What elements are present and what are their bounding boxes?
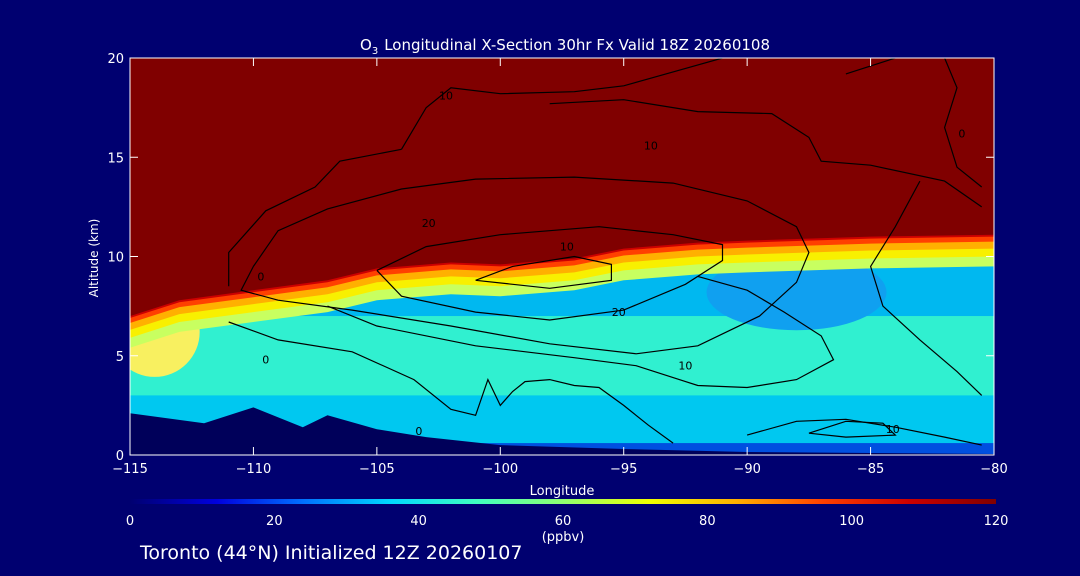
contour-label-5: 10 [678, 360, 692, 373]
colorbar-tick-label-3: 60 [555, 514, 572, 529]
title-species: O [360, 36, 372, 54]
y-axis-label: Altitude (km) [87, 219, 101, 298]
x-tick-label-4: −95 [610, 462, 637, 477]
colorbar-tick-label-4: 80 [699, 514, 716, 529]
y-axis: 0 5 10 15 20 [107, 52, 994, 464]
colorbar-tick-label-1: 20 [266, 514, 283, 529]
contour-label-8: 10 [886, 423, 900, 436]
contour-10-6 [327, 275, 835, 389]
contour-20-4 [475, 255, 612, 289]
contour-label-6: 0 [262, 354, 269, 367]
contour-label-10: 0 [257, 270, 264, 283]
footer-caption: Toronto (44°N) Initialized 12Z 20260107 [140, 542, 523, 564]
y-tick-label-0: 0 [116, 449, 124, 464]
contour-10-0 [400, 58, 723, 150]
contour-10-8 [746, 418, 982, 446]
contour-label-9: 0 [958, 127, 965, 140]
colorbar-tick-label-5: 100 [839, 514, 864, 529]
contour-label-2: 20 [422, 217, 436, 230]
plot-content: 10 10 20 10 20 10 0 0 10 0 0 [130, 58, 994, 455]
contour-0-7 [228, 321, 674, 444]
x-axis: −115 −110 −105 −100 −95 −90 −85 −80 [112, 58, 1008, 477]
title-text: Longitudinal X-Section 30hr Fx Valid 18Z… [384, 36, 770, 54]
contour-20-3 [376, 226, 724, 321]
contour-labels: 10 10 20 10 20 10 0 0 10 0 0 [257, 90, 965, 438]
contour-0-12 [869, 180, 983, 396]
contour-label-3: 10 [560, 241, 574, 254]
y-tick-label-2: 10 [107, 251, 124, 266]
contour-lines [228, 58, 983, 446]
contour-label-7: 0 [415, 425, 422, 438]
low-ozone-pocket [706, 254, 887, 331]
colorbar-tick-label-2: 40 [410, 514, 427, 529]
x-tick-label-5: −90 [733, 462, 760, 477]
x-tick-label-2: −105 [359, 462, 395, 477]
x-tick-label-3: −100 [482, 462, 518, 477]
contour-20-2 [240, 176, 810, 355]
y-tick-label-3: 15 [107, 151, 124, 166]
contour-label-0: 10 [439, 90, 453, 103]
y-tick-label-1: 5 [116, 350, 124, 365]
x-axis-label: Longitude [530, 484, 595, 499]
colorbar-ticks: 0 20 40 60 80 100 120 [126, 514, 1009, 529]
colorbar-tick-label-6: 120 [984, 514, 1009, 529]
terrain-mask [130, 407, 994, 455]
contour-10-1 [549, 99, 983, 208]
contour-label-1: 10 [644, 139, 658, 152]
chart-title: O3 Longitudinal X-Section 30hr Fx Valid 1… [360, 36, 770, 57]
x-tick-label-1: −110 [236, 462, 272, 477]
contour-label-4: 20 [612, 306, 626, 319]
contour-0-11 [943, 58, 983, 188]
y-tick-label-4: 20 [107, 52, 124, 67]
colorbar [130, 499, 996, 504]
contour-10-5 [228, 148, 402, 287]
x-tick-label-6: −85 [857, 462, 884, 477]
x-tick-label-0: −115 [112, 462, 148, 477]
contour-10-9 [808, 420, 897, 438]
stratosphere-region [130, 58, 994, 317]
colorbar-unit: (ppbv) [542, 530, 585, 545]
title-subscript: 3 [372, 46, 378, 57]
colorbar-tick-label-0: 0 [126, 514, 134, 529]
x-tick-label-7: −80 [980, 462, 1007, 477]
